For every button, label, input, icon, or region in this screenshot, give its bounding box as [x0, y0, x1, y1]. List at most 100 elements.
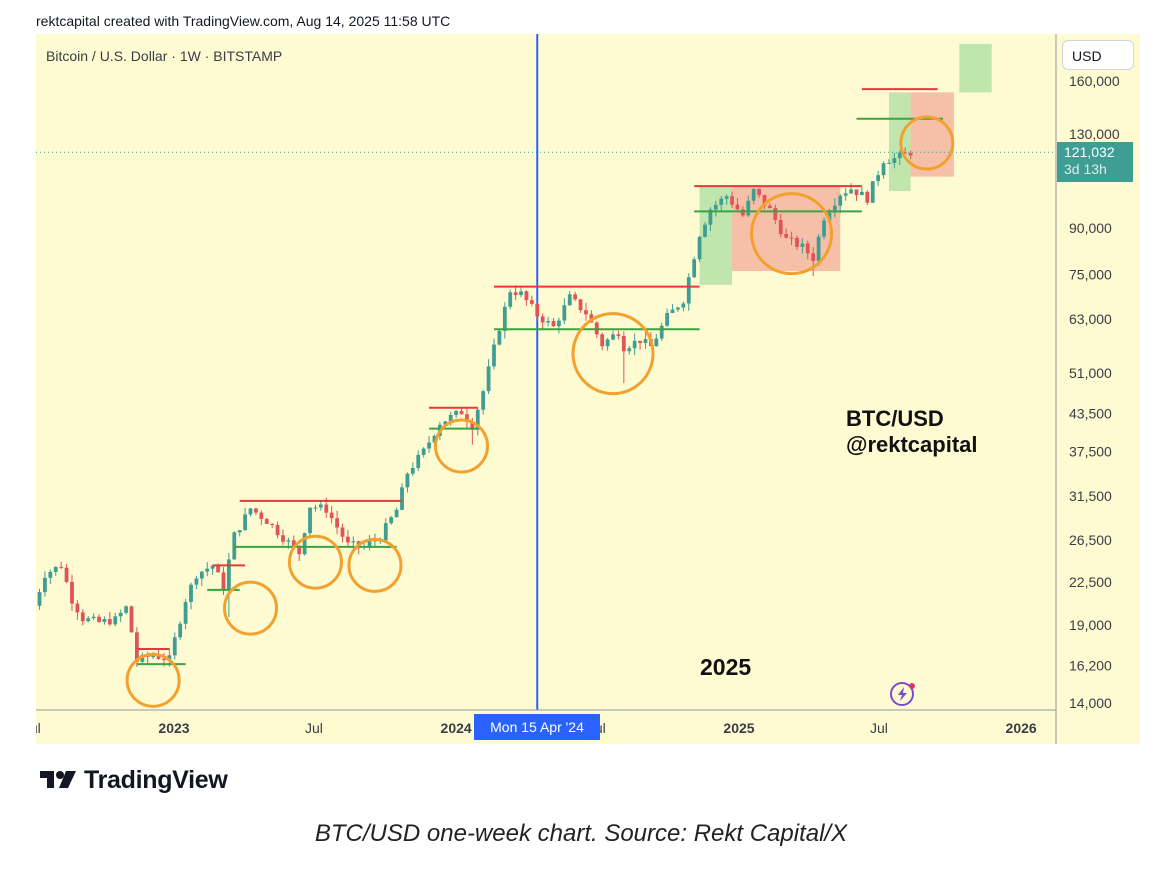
retest-circle: [899, 115, 955, 171]
candle-body: [86, 618, 91, 622]
candle-body: [800, 243, 805, 247]
candle-body: [832, 205, 837, 213]
candle-body: [237, 530, 242, 533]
candle-body: [313, 507, 318, 509]
retest-circle: [287, 534, 343, 590]
candle-body: [405, 473, 410, 488]
candle-body: [892, 158, 897, 163]
candle-body: [827, 212, 832, 221]
candle-body: [102, 619, 107, 622]
candle-body: [367, 541, 372, 547]
candle-body: [135, 632, 139, 662]
candle-body: [80, 612, 85, 622]
candle-body: [627, 348, 632, 352]
watermark-text: BTC/USD @rektcapital: [846, 406, 978, 458]
candle-body: [621, 335, 626, 352]
price-chart[interactable]: 160,000 130,000 90,000 75,000 63,000 51,000 43…: [36, 34, 1140, 744]
candle-body: [502, 306, 507, 331]
candle-body: [91, 616, 96, 619]
candle-body: [275, 525, 280, 536]
candle-body: [232, 532, 237, 560]
candle-body: [681, 303, 686, 308]
candle-body: [751, 188, 756, 201]
candle-body: [854, 189, 859, 196]
last-price-tag: 121,032 3d 13h: [1057, 142, 1133, 182]
candle-body: [881, 163, 886, 176]
candle-body: [286, 540, 291, 542]
y-tick-label: 160,000: [1069, 73, 1120, 89]
candle-body: [519, 291, 523, 296]
candle-body: [221, 572, 226, 590]
candle-body: [573, 294, 578, 300]
candle-body: [454, 410, 459, 415]
candle-body: [329, 512, 334, 519]
candle-body: [129, 606, 134, 633]
candle-body: [697, 236, 702, 260]
y-tick-label: 130,000: [1069, 126, 1120, 142]
year-annotation: 2025: [700, 654, 752, 680]
candle-body: [724, 196, 729, 199]
candle-body: [508, 292, 513, 307]
candle-body: [470, 422, 475, 430]
candle-body: [432, 435, 437, 443]
candle-body: [605, 339, 610, 347]
retest-circle: [347, 537, 403, 593]
candle-body: [551, 320, 556, 327]
currency-button[interactable]: USD: [1062, 40, 1134, 70]
candle-body: [887, 162, 891, 164]
candle-body: [843, 193, 848, 196]
candle-body: [703, 224, 707, 237]
x-tick-label: 2023: [158, 720, 189, 736]
x-tick-label: Jul: [36, 720, 41, 736]
y-tick-label: 90,000: [1069, 220, 1112, 236]
candle-body: [735, 204, 740, 210]
candle-body: [870, 181, 875, 203]
tradingview-logo-icon: [40, 771, 76, 788]
candle-body: [686, 277, 691, 304]
candle-body: [48, 571, 53, 578]
y-tick-label: 75,000: [1069, 266, 1112, 282]
x-tick-label: 2024: [441, 720, 472, 736]
candle-body: [486, 366, 491, 392]
candle-body: [351, 541, 356, 543]
candle-body: [746, 200, 751, 216]
candle-body: [481, 391, 486, 410]
y-tick-label: 14,000: [1069, 695, 1112, 711]
candle-body: [443, 421, 448, 425]
candle-body: [254, 508, 258, 513]
candle-body: [183, 602, 188, 624]
chart-panel[interactable]: 160,000 130,000 90,000 75,000 63,000 51,000 43…: [36, 34, 1140, 744]
x-tick-label: Jul: [870, 720, 888, 736]
candle-body: [427, 442, 431, 449]
candle-body: [497, 330, 502, 345]
candle-body: [162, 658, 166, 661]
x-tick-label: 2025: [723, 720, 754, 736]
candle-body: [708, 209, 713, 225]
candle-body: [151, 655, 156, 658]
tradingview-logo-text: TradingView: [84, 766, 228, 794]
candle-body: [778, 219, 783, 235]
candle-body: [383, 523, 388, 541]
y-tick-label: 51,000: [1069, 365, 1112, 381]
candle-body: [513, 292, 518, 296]
candle-body: [730, 196, 734, 205]
candle-body: [199, 571, 204, 579]
candle-body: [475, 409, 480, 430]
candle-body: [616, 334, 621, 336]
candle-body: [795, 237, 799, 247]
retest-circle: [750, 192, 834, 276]
candle-countdown: 3d 13h: [1064, 161, 1107, 177]
retest-circle: [571, 312, 655, 396]
symbol-label: Bitcoin / U.S. Dollar · 1W · BITSTAMP: [46, 48, 283, 64]
candle-body: [692, 259, 697, 278]
candle-body: [805, 243, 810, 254]
candle-body: [318, 504, 323, 508]
candle-body: [194, 578, 199, 585]
y-tick-label: 26,500: [1069, 532, 1112, 548]
bolt-logo-icon: [890, 682, 914, 706]
candle-body: [789, 237, 794, 239]
candle-body: [124, 606, 128, 613]
candle-body: [400, 487, 404, 510]
y-tick-label: 22,500: [1069, 574, 1112, 590]
candle-body: [389, 517, 394, 524]
